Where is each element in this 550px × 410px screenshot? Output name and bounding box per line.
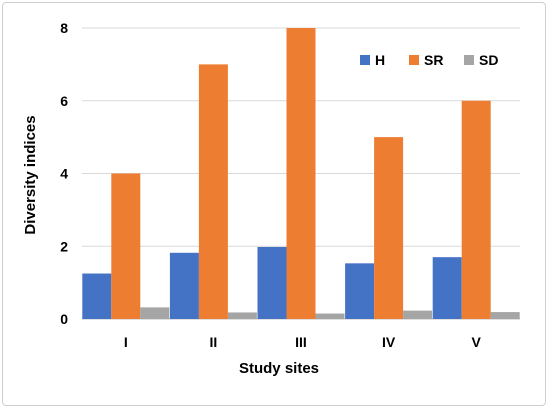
x-tick-label: II (210, 334, 218, 350)
bar-sd-III (315, 313, 345, 319)
x-tick-label: V (472, 334, 482, 350)
legend-swatch-sr (409, 55, 419, 65)
legend-label-sd: SD (479, 52, 498, 68)
x-tick-labels: I II III IV V (124, 334, 482, 350)
bar-sr-III (286, 28, 316, 319)
bar-sd-I (140, 307, 170, 319)
bar-sr-I (111, 173, 141, 319)
bars (82, 28, 520, 319)
y-axis-title: Diversity indices (22, 115, 39, 234)
legend: H SR SD (360, 52, 498, 68)
bar-sd-V (490, 312, 520, 319)
bar-sd-IV (403, 310, 433, 319)
bar-h-III (257, 246, 287, 319)
bar-sr-V (461, 100, 491, 319)
y-tick-label: 6 (60, 93, 68, 109)
x-tick-label: I (124, 334, 128, 350)
bar-h-IV (345, 263, 375, 319)
legend-label-sr: SR (424, 52, 443, 68)
x-tick-label: III (295, 334, 307, 350)
chart-frame (2, 2, 546, 406)
y-tick-label: 2 (60, 238, 68, 254)
bar-h-V (432, 257, 462, 319)
y-tick-label: 4 (60, 166, 68, 182)
bar-sd-II (227, 312, 257, 319)
y-tick-label: 8 (60, 20, 68, 36)
y-tick-label: 0 (60, 311, 68, 327)
legend-label-h: H (375, 52, 385, 68)
y-tick-labels: 0 2 4 6 8 (60, 20, 68, 327)
bar-h-I (82, 273, 112, 319)
bar-h-II (169, 252, 199, 319)
legend-swatch-sd (464, 55, 474, 65)
x-axis-title: Study sites (239, 360, 319, 377)
legend-swatch-h (360, 55, 370, 65)
bar-sr-IV (374, 137, 404, 319)
x-tick-label: IV (382, 334, 396, 350)
bar-sr-II (198, 64, 228, 319)
